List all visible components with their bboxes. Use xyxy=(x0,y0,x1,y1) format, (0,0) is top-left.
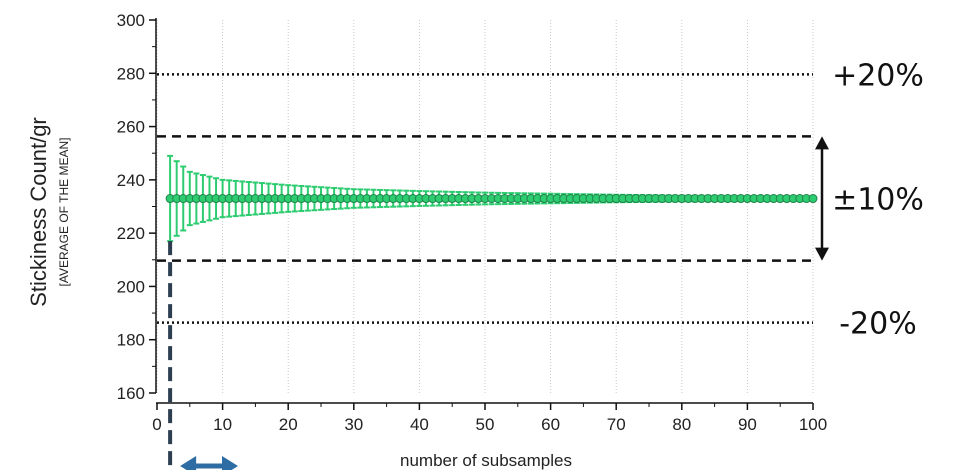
x-tick-label-80: 80 xyxy=(672,415,691,434)
x-tick-label-50: 50 xyxy=(476,415,495,434)
y-tick-label-280: 280 xyxy=(117,64,145,83)
y-tick-label-160: 160 xyxy=(117,384,145,403)
annotations xyxy=(168,241,238,470)
x-tick-label-10: 10 xyxy=(213,415,232,434)
convergence-arrow-head-left xyxy=(180,456,197,470)
y-tick-label-260: 260 xyxy=(117,118,145,137)
x-tick-label-70: 70 xyxy=(607,415,626,434)
convergence-arrow-head-right xyxy=(222,456,238,470)
y-tick-label-200: 200 xyxy=(117,277,145,296)
x-tick-label-30: 30 xyxy=(344,415,363,434)
x-tick-label-20: 20 xyxy=(279,415,298,434)
band-arrow-head-up xyxy=(815,136,829,150)
reference-label-10: ±10% xyxy=(832,183,924,218)
band-arrow-head-down xyxy=(815,247,829,261)
y-axis-subtitle: [AVERAGE OF THE MEAN] xyxy=(57,138,71,287)
y-tick-label-220: 220 xyxy=(117,224,145,243)
axes: 160 180 200 220 240 260 280 300 0 10 20 30 40 50 60 70 8… xyxy=(117,11,828,434)
x-tick-label-60: 60 xyxy=(541,415,560,434)
reference-label-plus-20: +20% xyxy=(832,58,924,93)
y-axis-title: Stickiness Count/gr xyxy=(26,117,51,307)
x-tick-label-40: 40 xyxy=(410,415,429,434)
y-tick-label-240: 240 xyxy=(117,171,145,190)
y-tick-label-180: 180 xyxy=(117,331,145,350)
x-tick-label-100: 100 xyxy=(799,415,827,434)
data-points xyxy=(165,194,818,204)
x-tick-label-0: 0 xyxy=(152,415,161,434)
x-tick-label-90: 90 xyxy=(738,415,757,434)
y-tick-label-300: 300 xyxy=(117,11,145,30)
x-axis-title: number of subsamples xyxy=(400,451,572,470)
data-point-100 xyxy=(808,194,818,204)
reference-lines: +20% ±10% -20% xyxy=(157,58,924,342)
reference-label-minus-20: -20% xyxy=(839,307,917,342)
